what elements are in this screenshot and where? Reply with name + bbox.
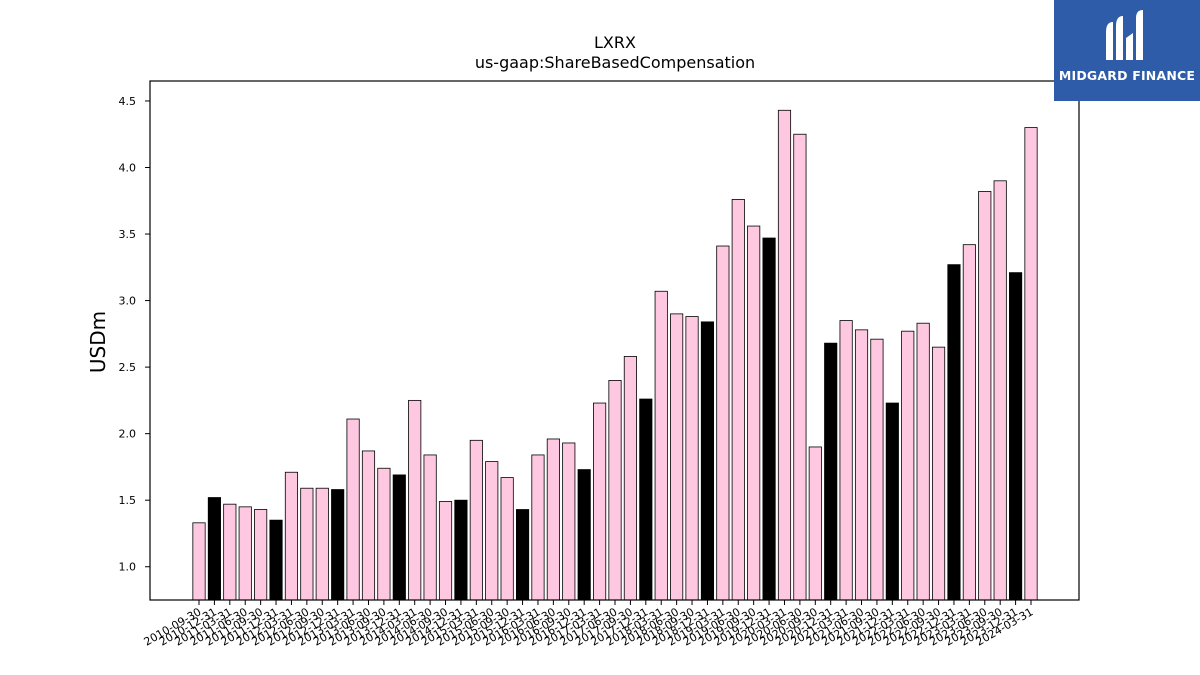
plot-area-frame [149, 80, 1080, 601]
bar-2019-12-31 [762, 237, 776, 601]
bar-2010-12-31 [207, 497, 221, 601]
bar-2016-09-30 [562, 442, 576, 601]
bar-2017-03-31 [593, 402, 607, 601]
bar-2023-03-31 [962, 244, 976, 601]
bar-2012-03-31 [284, 471, 299, 601]
bar-2021-06-30 [854, 329, 869, 601]
bar-2022-06-30 [916, 322, 930, 601]
bar-2018-06-30 [670, 313, 684, 601]
bar-2024-03-31 [1024, 127, 1038, 601]
bar-2021-12-31 [885, 402, 899, 601]
bar-2015-09-30 [500, 477, 514, 601]
bar-2016-06-30 [546, 438, 560, 601]
bar-2015-12-31 [515, 509, 530, 601]
y-tick-label: 2.5 [119, 361, 137, 374]
logo-text: MIDGARD FINANCE [1058, 68, 1196, 83]
y-tick-label: 4.5 [119, 95, 137, 108]
bar-2014-06-30 [423, 454, 437, 601]
bar-2013-09-30 [377, 467, 391, 601]
bar-2020-06-30 [793, 133, 807, 601]
bar-2018-09-30 [685, 316, 699, 601]
bar-2015-06-30 [485, 461, 499, 601]
bar-2020-12-31 [824, 342, 838, 601]
chart-title: LXRX [594, 33, 636, 52]
bar-series [192, 109, 1038, 601]
chart-subtitle: us-gaap:ShareBasedCompensation [475, 53, 755, 72]
bar-2022-09-30 [931, 346, 946, 601]
y-tick-label: 2.0 [119, 428, 137, 441]
bar-2017-12-31 [639, 398, 653, 601]
bar-2019-09-30 [747, 225, 761, 601]
bar-2011-03-31 [223, 503, 237, 601]
y-tick-label: 3.5 [119, 228, 137, 241]
bar-2014-09-30 [438, 501, 453, 601]
bar-2019-03-31 [716, 245, 730, 601]
bar-2011-06-30 [238, 506, 252, 601]
bar-2020-09-30 [808, 446, 822, 601]
bar-2018-03-31 [654, 290, 668, 601]
y-tick-label: 1.0 [119, 561, 137, 574]
y-axis-ticks: 1.0 1.5 2.0 2.5 3.0 3.5 4.0 4.5 [119, 95, 150, 574]
bar-2016-03-31 [531, 454, 545, 601]
bar-2020-03-31 [777, 109, 792, 601]
bar-2016-12-31 [577, 469, 591, 601]
bar-2014-03-31 [408, 399, 422, 601]
y-axis-label: USDm [86, 311, 110, 373]
bar-2012-09-30 [315, 487, 329, 601]
midgard-logo-icon [1106, 10, 1143, 60]
bar-2012-12-31 [331, 489, 345, 601]
bar-2023-12-31 [1009, 272, 1023, 601]
bar-2022-03-31 [901, 330, 915, 601]
bar-2014-12-31 [454, 499, 468, 601]
bar-2013-03-31 [346, 418, 360, 601]
bar-2015-03-31 [469, 439, 483, 601]
bar-2017-09-30 [623, 356, 637, 601]
bar-2012-06-30 [300, 487, 314, 601]
bar-2017-06-30 [608, 380, 622, 601]
y-tick-label: 3.0 [119, 295, 137, 308]
bar-2011-12-31 [269, 519, 283, 601]
y-tick-label: 1.5 [119, 494, 137, 507]
midgard-finance-logo: MIDGARD FINANCE [1054, 0, 1200, 101]
bar-2022-12-31 [947, 264, 961, 601]
bar-2021-09-30 [870, 338, 884, 601]
bar-2019-06-30 [731, 199, 745, 601]
bar-2010-09-30 [192, 522, 206, 601]
bar-2013-12-31 [392, 474, 406, 601]
bar-2013-06-30 [361, 450, 376, 601]
bar-2023-06-30 [978, 191, 992, 601]
y-tick-label: 4.0 [119, 162, 137, 175]
bar-2023-09-30 [993, 180, 1007, 601]
bar-2018-12-31 [700, 321, 715, 601]
x-axis-ticks: 2010-09-302010-12-312011-03-312011-06-30… [142, 600, 1036, 649]
bar-2011-09-30 [254, 509, 268, 601]
bar-2021-03-31 [839, 320, 853, 601]
